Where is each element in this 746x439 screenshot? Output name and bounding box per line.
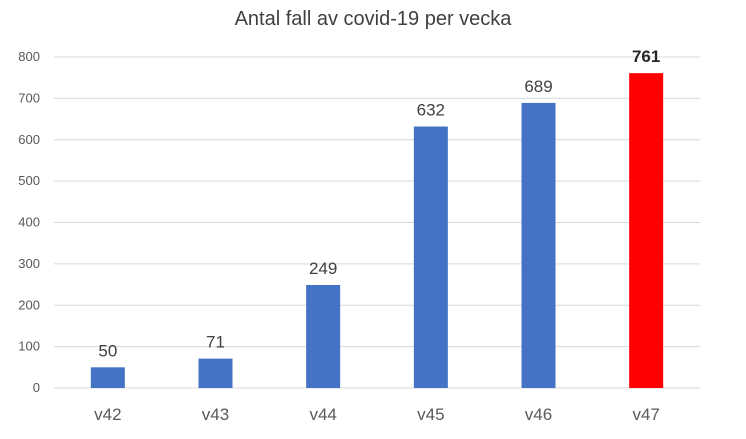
y-tick-label-500: 500	[18, 173, 40, 188]
x-tick-label-v45: v45	[417, 405, 444, 424]
x-tick-label-v47: v47	[632, 405, 659, 424]
bar-v43	[198, 358, 233, 388]
bar-v44	[306, 284, 341, 388]
data-label-v46: 689	[524, 77, 552, 96]
bar-v47	[629, 73, 664, 388]
data-label-v42: 50	[98, 341, 117, 360]
data-label-v45: 632	[417, 101, 445, 120]
data-label-v44: 249	[309, 259, 337, 278]
x-tick-label-v43: v43	[202, 405, 229, 424]
x-tick-label-v44: v44	[309, 405, 336, 424]
bar-v42	[90, 367, 125, 388]
y-tick-label-0: 0	[33, 380, 40, 395]
y-tick-label-800: 800	[18, 49, 40, 64]
x-tick-label-v42: v42	[94, 405, 121, 424]
y-tick-label-100: 100	[18, 339, 40, 354]
bar-v46	[521, 102, 556, 389]
y-tick-label-700: 700	[18, 90, 40, 105]
y-tick-label-600: 600	[18, 132, 40, 147]
chart-title: Antal fall av covid-19 per vecka	[234, 8, 512, 30]
data-label-v43: 71	[206, 333, 225, 352]
y-tick-label-200: 200	[18, 297, 40, 312]
data-label-v47: 761	[632, 47, 660, 66]
y-tick-label-300: 300	[18, 256, 40, 271]
bar-v45	[413, 126, 448, 388]
y-tick-label-400: 400	[18, 215, 40, 230]
x-tick-label-v46: v46	[525, 405, 552, 424]
